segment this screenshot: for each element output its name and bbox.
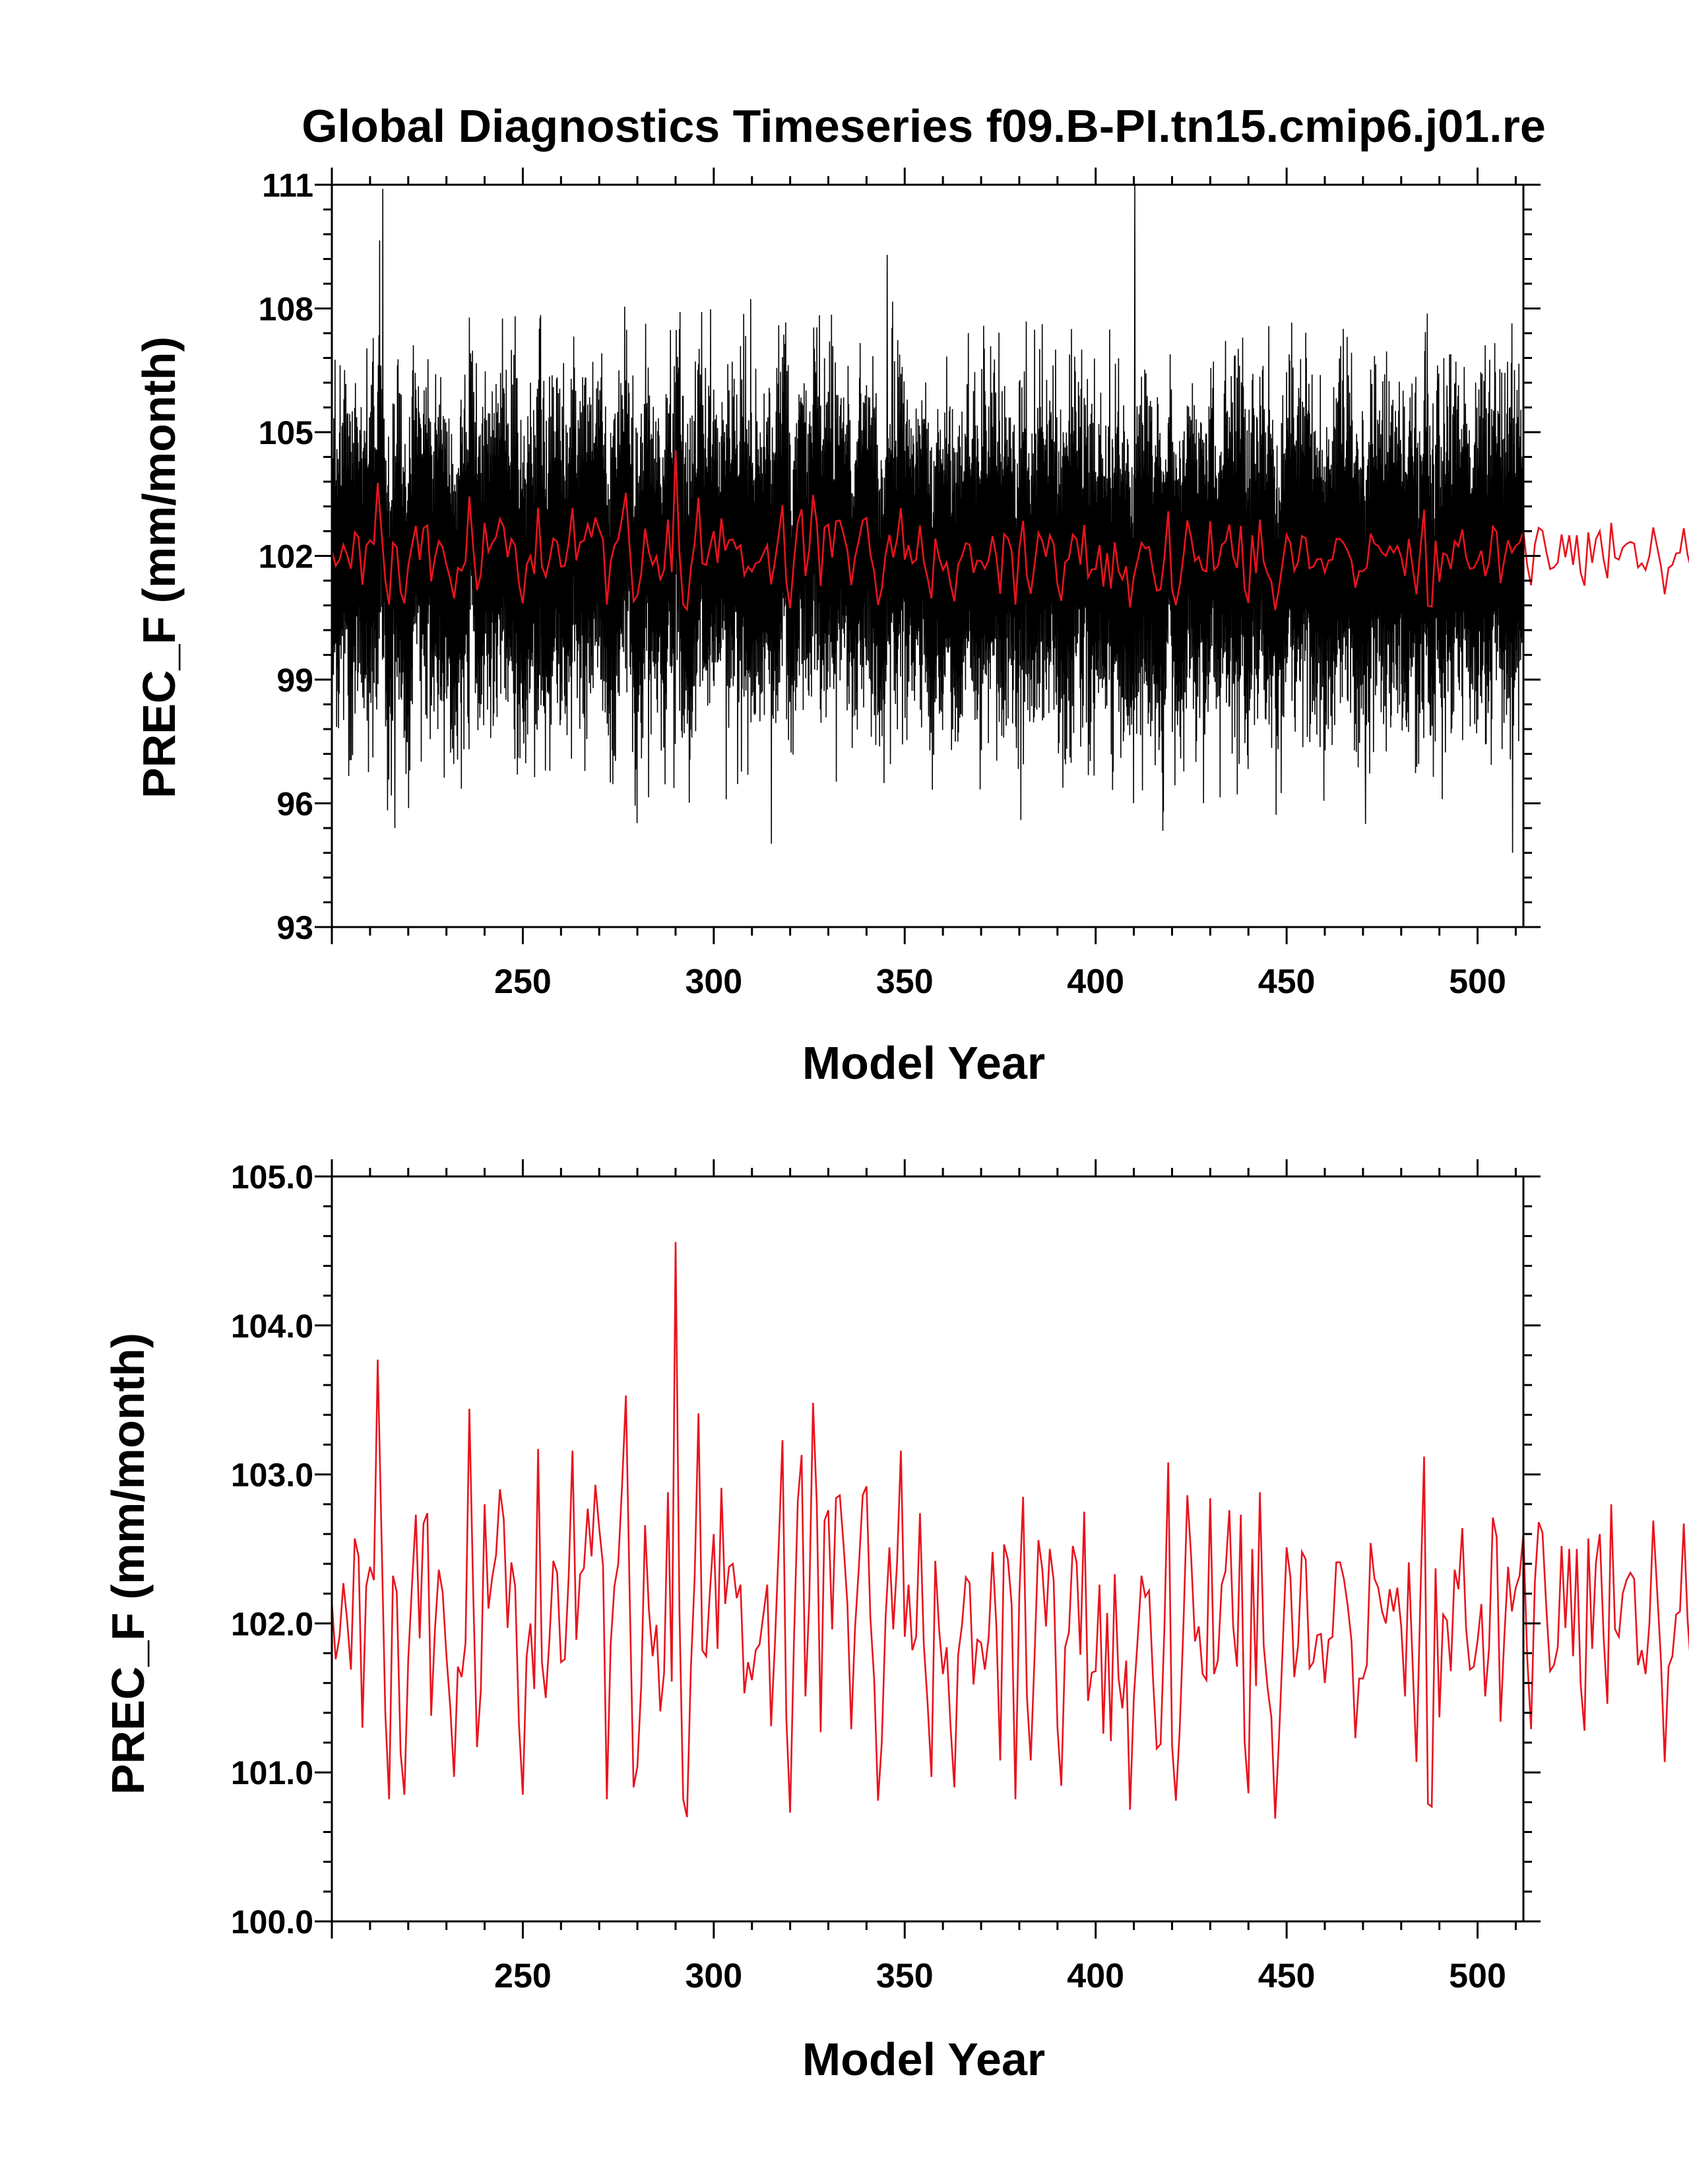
y-tick-label: 105 [259,414,313,451]
monthly-series [331,184,1524,853]
y-tick-label: 102.0 [231,1605,313,1642]
annual-series [331,1242,1689,1819]
y-tick-label: 96 [276,786,313,823]
x-tick-label: 450 [1258,963,1316,1001]
annual-series-line [331,1242,1689,1819]
y-tick-label: 108 [259,291,313,328]
x-tick-label: 500 [1449,1957,1506,1995]
x-tick-label: 350 [876,963,934,1001]
y-tick-label: 99 [276,662,313,699]
x-tick-label: 350 [876,1957,934,1995]
chart-title: Global Diagnostics Timeseries f09.B-PI.t… [302,100,1546,152]
top-panel-axes [315,168,1541,944]
bottom-y-axis-label: PREC_F (mm/month) [102,1333,154,1795]
y-tick-label: 101.0 [231,1754,313,1791]
top-y-axis-label: PREC_F (mm/month) [133,337,185,798]
x-tick-label: 450 [1258,1957,1316,1995]
bottom-panel: 250 300 350 400 450 500 100.0 101.0 102.0 103.0 10… [102,1159,1689,2085]
x-tick-label: 300 [685,1957,742,1995]
x-tick-label: 300 [685,963,742,1001]
x-tick-label: 500 [1449,963,1506,1001]
y-tick-label: 105.0 [231,1159,313,1196]
bottom-x-axis-label: Model Year [802,2034,1045,2085]
x-tick-label: 250 [494,1957,552,1995]
bottom-panel-axes [315,1159,1541,1939]
y-tick-label: 102 [259,538,313,575]
annual-series [331,450,1689,612]
y-tick-label: 111 [262,167,313,204]
x-tick-label: 400 [1067,1957,1124,1995]
top-panel: 250 300 350 400 450 500 93 96 99 102 105 108 111 Mod… [133,167,1689,1089]
y-tick-label: 93 [276,909,313,946]
top-panel-labels: 250 300 350 400 450 500 93 96 99 102 105 108 111 [259,167,1506,1001]
bottom-panel-labels: 250 300 350 400 450 500 100.0 101.0 102.0 103.0 10… [231,1159,1506,1995]
plot-frame [331,1175,1525,1923]
y-tick-label: 103.0 [231,1457,313,1494]
x-tick-label: 400 [1067,963,1124,1001]
monthly-series-line [331,184,1524,853]
top-x-axis-label: Model Year [802,1037,1045,1089]
annual-series-line [331,450,1689,612]
y-tick-label: 104.0 [231,1308,313,1345]
y-tick-label: 100.0 [231,1904,313,1941]
x-tick-label: 250 [494,963,552,1001]
